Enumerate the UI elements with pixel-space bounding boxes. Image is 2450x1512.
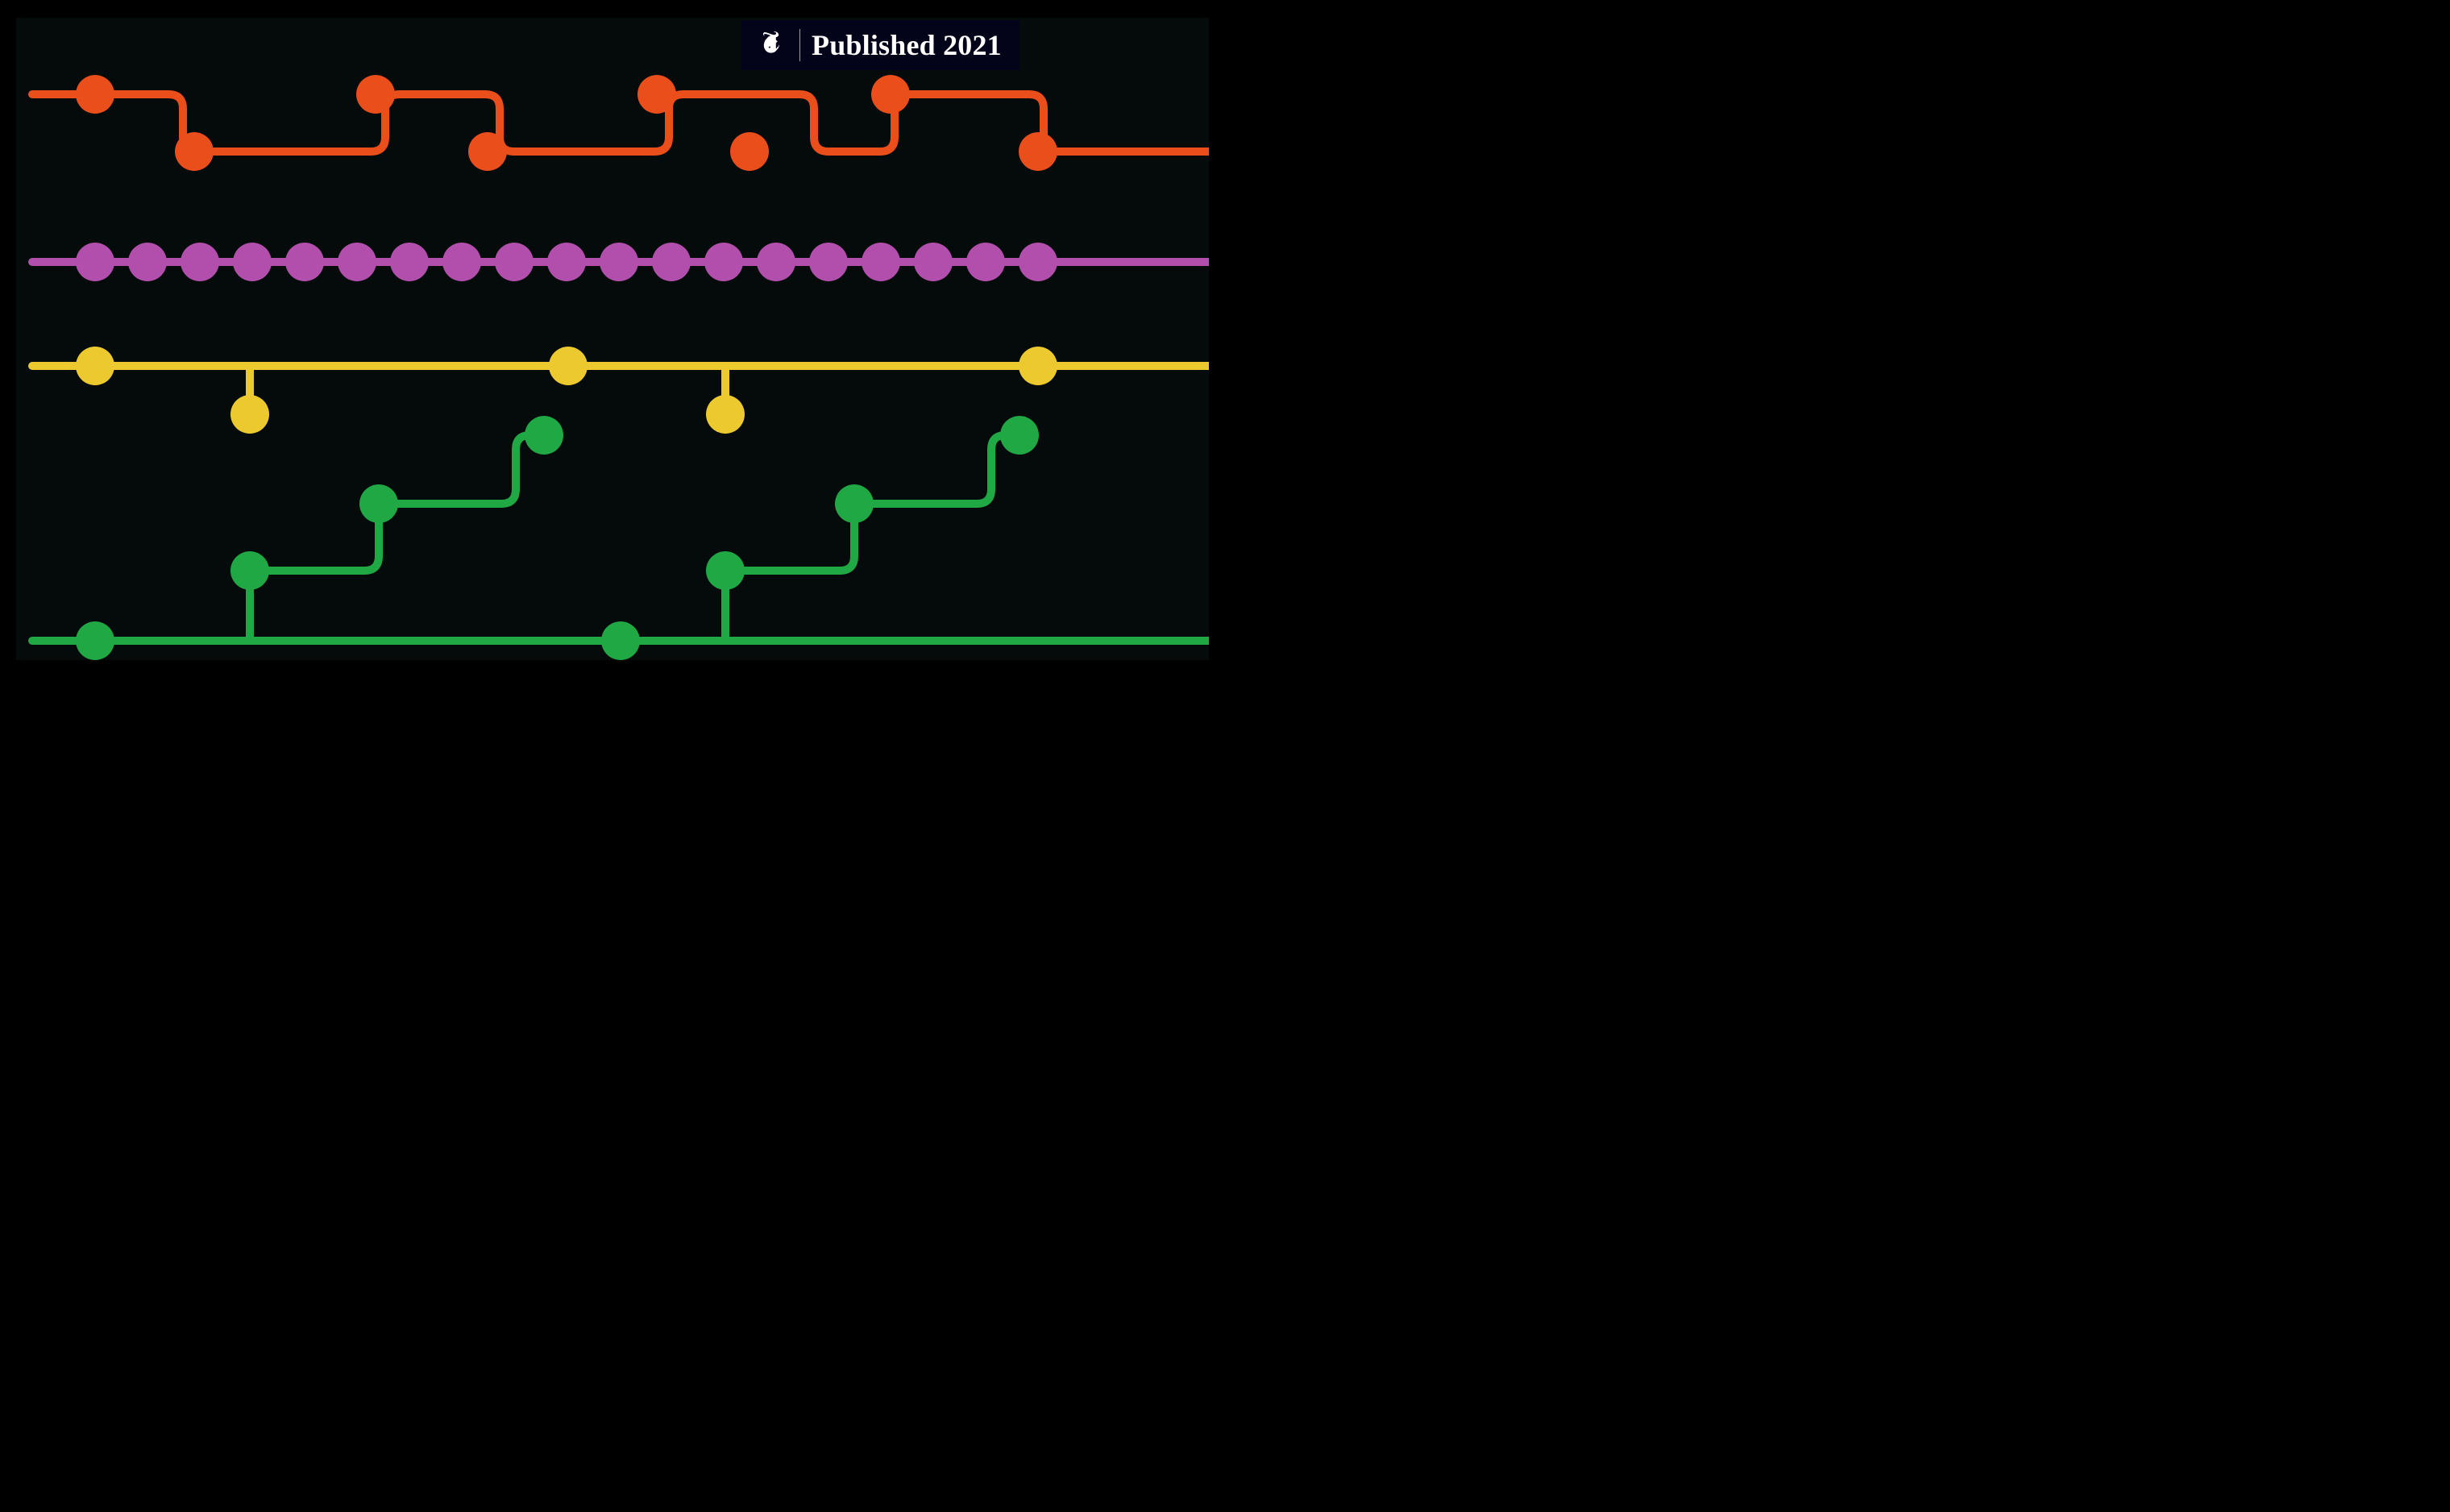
transit-diagram <box>16 18 1209 660</box>
nyt-logo-icon <box>759 31 788 60</box>
publication-year-label: Published 2021 <box>812 28 1002 62</box>
diagram-panel <box>16 18 1209 660</box>
stage: Published 2021 <box>0 0 1225 756</box>
publication-badge: Published 2021 <box>741 20 1019 70</box>
badge-divider <box>799 29 800 61</box>
